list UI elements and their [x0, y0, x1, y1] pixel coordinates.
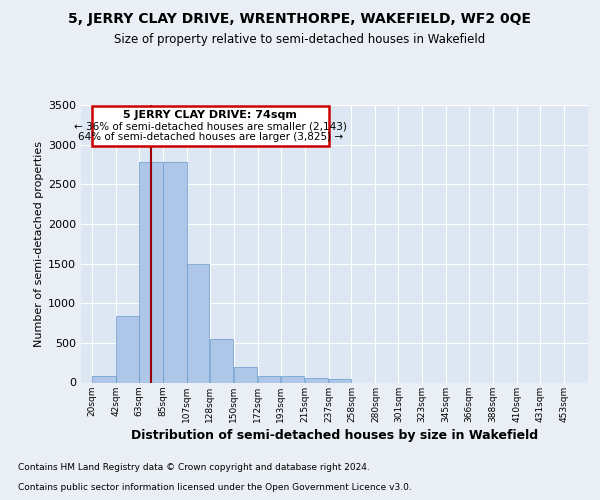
Text: 5 JERRY CLAY DRIVE: 74sqm: 5 JERRY CLAY DRIVE: 74sqm	[123, 110, 297, 120]
Bar	[163, 162, 187, 382]
Bar	[116, 316, 139, 382]
X-axis label: Distribution of semi-detached houses by size in Wakefield: Distribution of semi-detached houses by …	[131, 428, 538, 442]
Bar	[305, 378, 328, 382]
Text: 64% of semi-detached houses are larger (3,825) →: 64% of semi-detached houses are larger (…	[77, 132, 343, 142]
Text: Contains public sector information licensed under the Open Government Licence v3: Contains public sector information licen…	[18, 484, 412, 492]
Bar	[210, 339, 233, 382]
Bar	[329, 380, 351, 382]
Text: Size of property relative to semi-detached houses in Wakefield: Size of property relative to semi-detach…	[115, 32, 485, 46]
Text: ← 36% of semi-detached houses are smaller (2,143): ← 36% of semi-detached houses are smalle…	[74, 121, 347, 131]
Bar	[92, 376, 116, 382]
Text: Contains HM Land Registry data © Crown copyright and database right 2024.: Contains HM Land Registry data © Crown c…	[18, 464, 370, 472]
Text: 5, JERRY CLAY DRIVE, WRENTHORPE, WAKEFIELD, WF2 0QE: 5, JERRY CLAY DRIVE, WRENTHORPE, WAKEFIE…	[68, 12, 532, 26]
Bar	[187, 264, 209, 382]
Bar	[258, 376, 280, 382]
Y-axis label: Number of semi-detached properties: Number of semi-detached properties	[34, 141, 44, 347]
FancyBboxPatch shape	[92, 106, 329, 146]
Bar	[234, 366, 257, 382]
Bar	[281, 376, 304, 382]
Bar	[139, 162, 163, 382]
